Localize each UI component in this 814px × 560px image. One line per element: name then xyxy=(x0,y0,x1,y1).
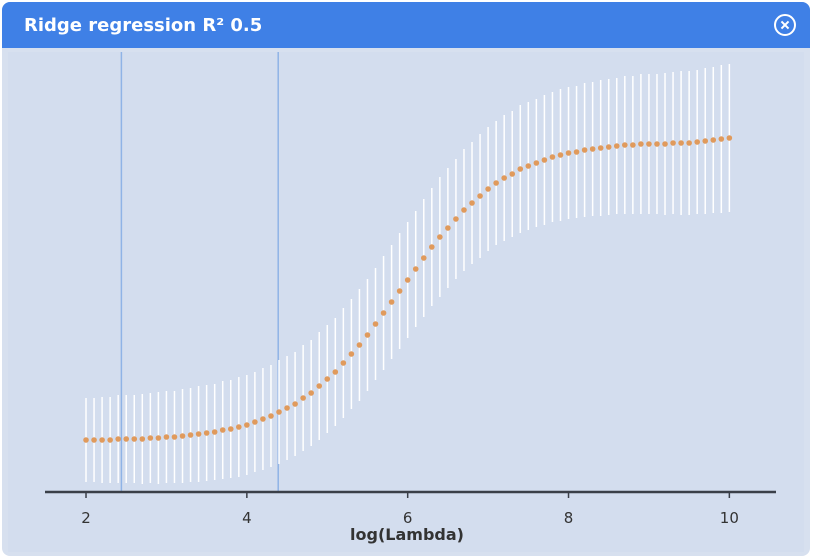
data-point xyxy=(477,193,483,199)
x-tick-label: 10 xyxy=(720,509,739,527)
data-point xyxy=(445,225,451,231)
data-point xyxy=(493,180,499,186)
data-point xyxy=(589,146,596,152)
data-point xyxy=(670,140,676,146)
data-point xyxy=(324,376,331,382)
data-point xyxy=(509,171,516,177)
data-point xyxy=(420,255,427,261)
data-point xyxy=(702,138,709,144)
data-point xyxy=(525,163,532,169)
data-point xyxy=(244,422,250,428)
x-tick-label: 2 xyxy=(81,509,91,527)
data-point xyxy=(203,430,210,436)
x-tick-label: 4 xyxy=(242,509,252,527)
data-point xyxy=(155,435,162,441)
data-point xyxy=(83,437,89,443)
data-point xyxy=(260,416,266,422)
data-point xyxy=(300,395,306,401)
data-point xyxy=(163,434,170,440)
plot-background xyxy=(8,52,804,552)
data-point xyxy=(549,154,556,160)
data-point xyxy=(557,152,564,158)
data-point xyxy=(678,140,684,146)
data-point xyxy=(276,409,282,415)
data-point xyxy=(613,143,620,149)
data-point xyxy=(581,147,588,153)
data-point xyxy=(227,426,234,432)
data-point xyxy=(646,141,652,147)
data-point xyxy=(131,436,138,442)
data-point xyxy=(372,321,379,327)
data-point xyxy=(211,429,218,435)
data-point xyxy=(485,186,491,192)
data-point xyxy=(364,332,371,338)
data-point xyxy=(694,139,700,145)
data-point xyxy=(107,437,113,443)
window-title: Ridge regression R² 0.5 xyxy=(24,15,263,36)
data-point xyxy=(605,144,612,150)
data-point xyxy=(686,140,692,146)
data-point xyxy=(453,216,459,222)
data-point xyxy=(710,137,717,143)
data-point xyxy=(469,200,475,206)
data-point xyxy=(565,150,572,156)
title-bar: Ridge regression R² 0.5 xyxy=(2,2,810,48)
data-point xyxy=(638,141,644,147)
x-tick-label: 8 xyxy=(564,509,574,527)
data-point xyxy=(348,351,355,357)
data-point xyxy=(597,145,604,151)
data-point xyxy=(252,419,258,425)
x-tick-label: 6 xyxy=(403,509,413,527)
data-point xyxy=(332,369,339,375)
data-point xyxy=(91,437,97,443)
data-point xyxy=(340,360,347,366)
data-point xyxy=(316,383,323,389)
data-point xyxy=(404,277,411,283)
data-point xyxy=(308,390,314,396)
data-point xyxy=(380,310,387,316)
data-point xyxy=(517,166,524,172)
data-point xyxy=(573,149,580,155)
data-point xyxy=(268,413,274,419)
data-point xyxy=(147,435,154,441)
data-point xyxy=(630,142,636,148)
data-point xyxy=(284,405,290,411)
data-point xyxy=(171,434,178,440)
data-point xyxy=(726,135,733,141)
data-point xyxy=(501,175,507,181)
data-point xyxy=(356,342,363,348)
data-point xyxy=(123,436,130,442)
data-point xyxy=(396,288,403,294)
data-point xyxy=(662,141,668,147)
data-point xyxy=(115,436,121,442)
data-point xyxy=(412,266,419,272)
data-point xyxy=(429,244,435,250)
data-point xyxy=(718,136,725,142)
close-button[interactable] xyxy=(774,14,796,36)
data-point xyxy=(541,157,548,163)
data-point xyxy=(437,234,443,240)
data-point xyxy=(236,424,242,430)
data-point xyxy=(99,437,105,443)
data-point xyxy=(187,432,194,438)
data-point xyxy=(533,160,540,166)
data-point xyxy=(179,433,186,439)
data-point xyxy=(195,431,202,437)
data-point xyxy=(388,299,395,305)
data-point xyxy=(654,141,660,147)
data-point xyxy=(219,427,226,433)
data-point xyxy=(292,401,298,407)
data-point xyxy=(139,436,146,442)
x-axis-label: log(Lambda) xyxy=(350,525,464,544)
data-point xyxy=(461,207,467,213)
data-point xyxy=(622,142,628,148)
